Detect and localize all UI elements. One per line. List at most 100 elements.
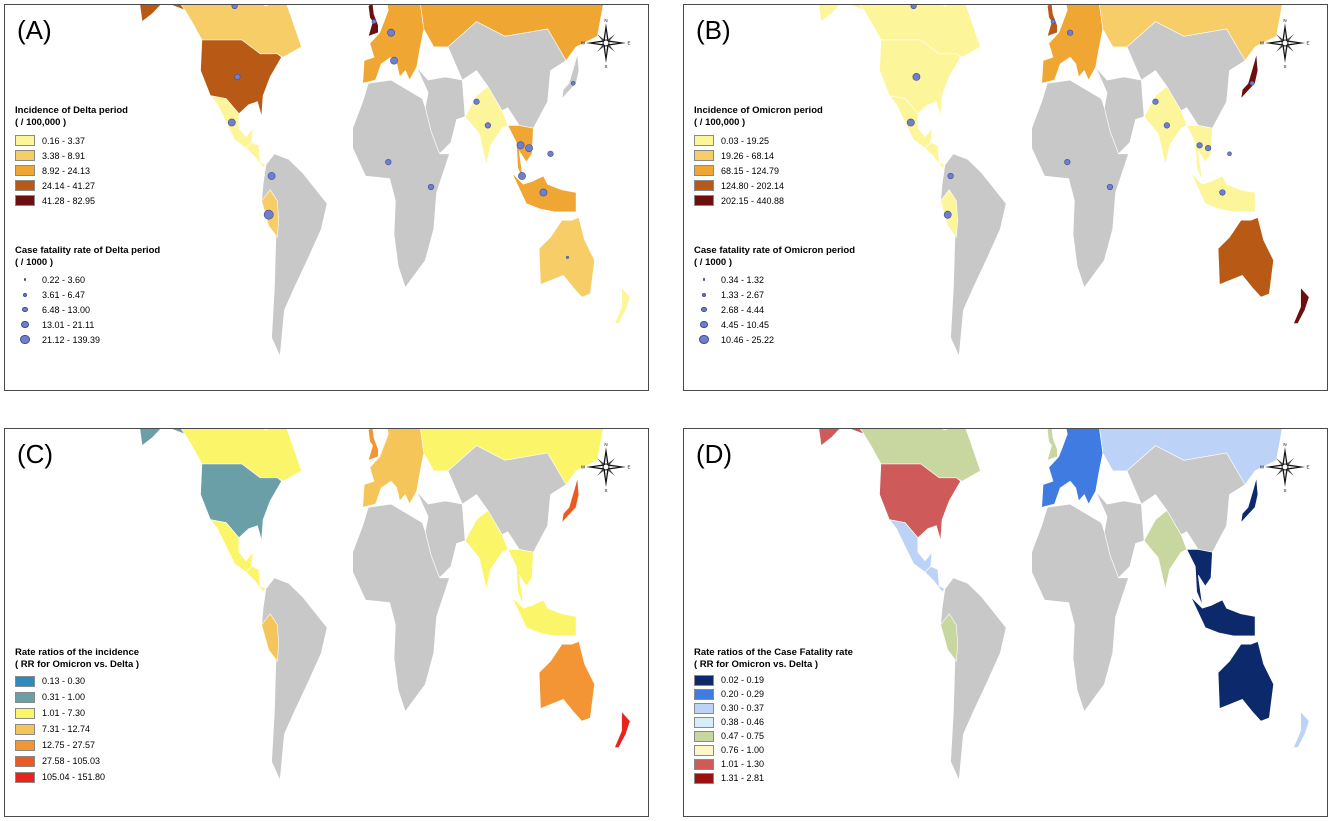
compass-label-n: N <box>1283 442 1286 447</box>
panel-a-fatality-item: 6.48 - 13.00 <box>15 302 160 317</box>
panel-a-delta-incidence-map: (A) N S E W Incidence of Delta period( / 100,… <box>4 4 649 391</box>
panel-c-legend-swatch <box>15 755 35 767</box>
panel-b-fatality-dot-symbol <box>700 320 708 329</box>
panel-b-label: (B) <box>696 15 731 45</box>
panel-b-legend-label: 19.26 - 68.14 <box>721 150 775 161</box>
panel-b-legend-swatch <box>694 165 714 176</box>
panel-b-fatality-dot-cell <box>694 318 714 332</box>
panel-b-region-china <box>1126 21 1246 129</box>
panel-a-region-central-america <box>245 142 267 169</box>
panel-c-region-central-america <box>245 566 267 593</box>
panel-a-fatality-dot-symbol <box>22 306 28 313</box>
panel-b-fatality-dot-vietnam <box>1204 145 1212 152</box>
panel-b-fatality-dot-cell <box>694 273 714 287</box>
panel-a-fatality-title-line-2: ( / 1000 ) <box>15 257 54 268</box>
panel-d-legend-item: 0.20 - 0.29 <box>694 687 853 701</box>
compass-label-w: W <box>581 41 586 46</box>
panel-d-region-europe <box>1041 429 1104 508</box>
panel-c-region-north-america <box>180 429 302 482</box>
panel-b-fatality-dot-symbol <box>701 306 707 313</box>
panel-a-legend-swatch <box>15 195 35 206</box>
panel-a-fatality-dot-kenya <box>427 183 435 191</box>
panel-c-region-south-america <box>261 577 328 782</box>
panel-b-fatality-label: 10.46 - 25.22 <box>721 334 775 345</box>
panel-b-region-se-asia <box>1186 125 1213 182</box>
panel-b-fatality-label: 2.68 - 4.44 <box>721 304 765 315</box>
panel-a-legend-label: 8.92 - 24.13 <box>42 165 91 176</box>
panel-a-region-middle-east <box>416 67 466 155</box>
panel-d-legend-label: 1.01 - 1.30 <box>721 759 765 769</box>
panel-c-legend-item: 0.31 - 1.00 <box>15 689 139 705</box>
panel-b-region-japan <box>1240 53 1259 100</box>
panel-b-fatality-dot-india <box>1163 122 1171 129</box>
panel-b-region-russia <box>1099 5 1283 62</box>
panel-c-legend-item: 0.13 - 0.30 <box>15 673 139 689</box>
panel-b-fatality-dot-peru <box>943 210 952 219</box>
panel-d-legend-swatch <box>694 772 714 784</box>
panel-c-legend-swatch <box>15 771 35 783</box>
panel-d-case-fatality-rate-ratio-map: (D) N S E W Rate ratios of the Case Fatality … <box>683 428 1328 817</box>
panel-b-legend-item: 68.15 - 124.79 <box>694 163 823 178</box>
panel-b-region-europe <box>1041 5 1104 84</box>
panel-c-region-japan <box>561 477 580 524</box>
compass-label-n: N <box>1283 18 1286 23</box>
panel-a-legend-item: 24.14 - 41.27 <box>15 178 128 193</box>
panel-a-fatality-dot-peru <box>263 209 274 220</box>
panel-a-fatality-legend: Case fatality rate of Delta period( / 10… <box>15 245 160 347</box>
panel-c-region-alaska <box>139 429 186 447</box>
panel-a-fatality-dot-germany <box>387 28 395 37</box>
panel-c-incidence-legend: Rate ratios of the incidence( RR for Omi… <box>15 647 139 785</box>
panel-c-legend-label: 12.75 - 27.57 <box>42 740 96 750</box>
panel-c-legend-title-line-2: ( RR for Omicron vs. Delta ) <box>15 659 140 670</box>
panel-c-region-indonesia <box>511 596 577 637</box>
compass-label-w: W <box>581 465 586 470</box>
panel-b-legend-label: 124.80 - 202.14 <box>721 180 785 191</box>
panel-d-legend-label: 0.76 - 1.00 <box>721 745 765 755</box>
panel-a-fatality-dot-cell <box>15 333 35 347</box>
compass-label-e: E <box>1306 41 1309 46</box>
panel-b-fatality-dot-cell <box>694 303 714 317</box>
panel-c-region-russia <box>420 429 604 486</box>
panel-a-fatality-dot-malaysia <box>518 172 526 180</box>
panel-b-region-south-america <box>940 153 1007 358</box>
panel-a-fatality-label: 6.48 - 13.00 <box>42 304 91 315</box>
panel-d-legend-item: 0.02 - 0.19 <box>694 673 853 687</box>
panel-d-legend-label: 0.30 - 0.37 <box>721 703 765 713</box>
panel-b-fatality-dot-japan <box>1249 81 1255 86</box>
panel-b-legend-title-line-1: Incidence of Omicron period <box>694 105 823 116</box>
panel-d-region-uk <box>1046 429 1058 461</box>
panel-c-region-mexico <box>209 519 254 573</box>
panel-a-label: (A) <box>17 15 52 45</box>
panel-b-fatality-item: 10.46 - 25.22 <box>694 332 855 347</box>
panel-a-legend-swatch <box>15 135 35 146</box>
panel-a-fatality-dot-italy <box>390 56 398 65</box>
panel-c-region-india <box>464 509 509 589</box>
panel-b-fatality-dot-colombia <box>947 172 954 180</box>
panel-c-legend-item: 27.58 - 105.03 <box>15 753 139 769</box>
panel-a-fatality-dot-thailand <box>516 141 525 150</box>
panel-c-region-uk <box>367 429 379 461</box>
panel-d-region-middle-east <box>1095 491 1145 579</box>
panel-a-fatality-dot-cell <box>15 318 35 332</box>
panel-b-legend-item: 19.26 - 68.14 <box>694 148 823 163</box>
panel-d-region-north-america <box>859 429 981 482</box>
panel-c-region-middle-east <box>416 491 466 579</box>
panel-b-fatality-dot-cell <box>694 288 714 302</box>
panel-a-legend-title-line-1: Incidence of Delta period <box>15 105 128 116</box>
panel-a-fatality-dot-india <box>484 122 492 129</box>
panel-a-fatality-dot-symbol <box>21 320 29 329</box>
panel-c-legend-swatch <box>15 675 35 687</box>
panel-d-region-peru <box>940 613 959 663</box>
panel-a-fatality-dot-mexico <box>227 118 236 127</box>
compass-label-s: S <box>604 488 607 493</box>
panel-b-fatality-dot-thailand <box>1196 142 1203 149</box>
panel-a-fatality-item: 21.12 - 139.39 <box>15 332 160 347</box>
panel-a-legend-item: 3.38 - 8.91 <box>15 148 128 163</box>
panel-b-legend-label: 202.15 - 440.88 <box>721 195 785 206</box>
panel-b-fatality-dot-cell <box>694 333 714 347</box>
panel-c-world-map <box>139 429 631 782</box>
panel-c-legend-swatch <box>15 707 35 719</box>
panel-d-legend-swatch <box>694 758 714 770</box>
panel-c-incidence-rate-ratio-map: (C) N S E W Rate ratios of the incidence( RR … <box>4 428 649 817</box>
panel-b-fatality-label: 1.33 - 2.67 <box>721 289 765 300</box>
